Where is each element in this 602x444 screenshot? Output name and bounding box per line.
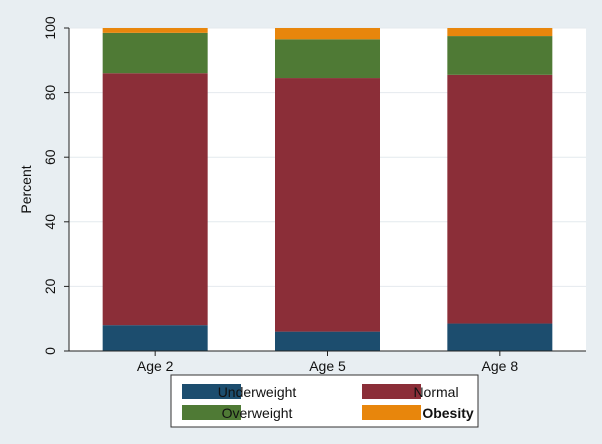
bar-age-5-obesity [275,28,380,40]
legend-label-overweight: Overweight [222,405,293,421]
legend-label-normal: Normal [413,384,458,400]
legend-swatch-overweight [182,405,241,420]
bars [102,28,553,351]
bar-age-5-normal [275,78,380,332]
bar-age-5-underweight [275,331,380,351]
bar-age-8-obesity [447,28,553,37]
y-tick-label-40: 40 [42,214,58,230]
y-tick-label-80: 80 [42,85,58,101]
legend: Underweight Normal Overweight Obesity [170,374,479,428]
x-tick-label-age-8: Age 8 [482,358,519,374]
bar-age-2-underweight [102,325,208,351]
y-tick-label-20: 20 [42,278,58,294]
legend-swatch-underweight [182,384,241,399]
y-axis-title: Percent [18,165,34,213]
bar-age-8-normal [447,74,553,324]
legend-label-obesity: Obesity [422,405,474,421]
legend-swatch-normal [362,384,421,399]
bar-age-5-overweight [275,39,380,79]
x-tick-label-age-2: Age 2 [137,358,174,374]
y-tick-label-100: 100 [42,16,58,40]
bar-age-2-overweight [102,32,208,74]
y-tick-label-60: 60 [42,149,58,165]
bar-age-2-normal [102,73,208,326]
legend-label-underweight: Underweight [218,384,297,400]
bar-age-2-obesity [102,28,208,33]
legend-swatch-obesity [362,405,421,420]
y-tick-label-0: 0 [42,347,58,355]
bar-age-8-underweight [447,323,553,351]
x-tick-label-age-5: Age 5 [309,358,346,374]
axes: 0 20 40 60 80 100 Age 2 Age 5 Age 8 [42,16,586,374]
bar-age-8-overweight [447,36,553,75]
